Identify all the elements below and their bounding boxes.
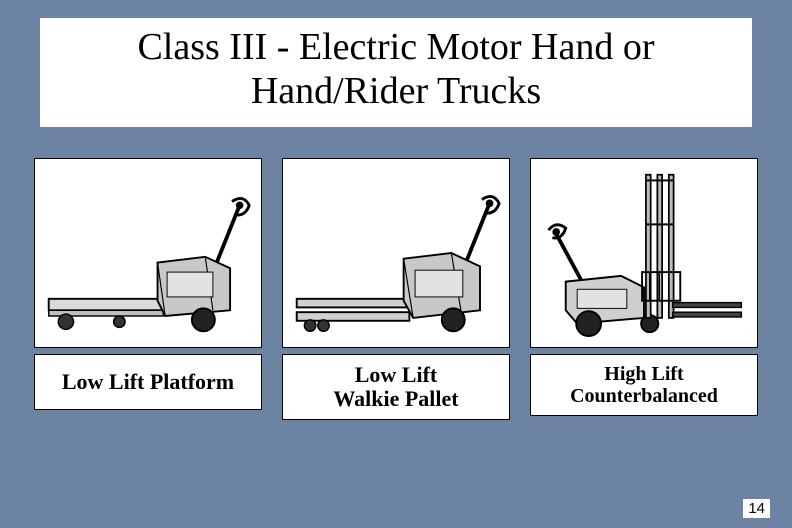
panel-high-lift-counterbalanced: High Lift Counterbalanced <box>530 158 758 420</box>
high-lift-counterbalanced-icon <box>539 167 749 339</box>
title-container: Class III - Electric Motor Hand or Hand/… <box>40 18 752 127</box>
low-lift-platform-icon <box>43 167 253 339</box>
illustration-high-lift-counterbalanced <box>530 158 758 348</box>
low-lift-walkie-pallet-icon <box>291 167 501 339</box>
panel-label: Low Lift Walkie Pallet <box>282 354 510 420</box>
illustration-low-lift-walkie-pallet <box>282 158 510 348</box>
illustration-low-lift-platform <box>34 158 262 348</box>
panel-row: Low Lift Platform <box>34 158 758 420</box>
slide-title: Class III - Electric Motor Hand or Hand/… <box>60 26 732 113</box>
panel-label: High Lift Counterbalanced <box>530 354 758 416</box>
panel-low-lift-walkie-pallet: Low Lift Walkie Pallet <box>282 158 510 420</box>
panel-low-lift-platform: Low Lift Platform <box>34 158 262 420</box>
slide: Class III - Electric Motor Hand or Hand/… <box>0 0 792 528</box>
page-number: 14 <box>743 499 770 518</box>
panel-label: Low Lift Platform <box>34 354 262 410</box>
